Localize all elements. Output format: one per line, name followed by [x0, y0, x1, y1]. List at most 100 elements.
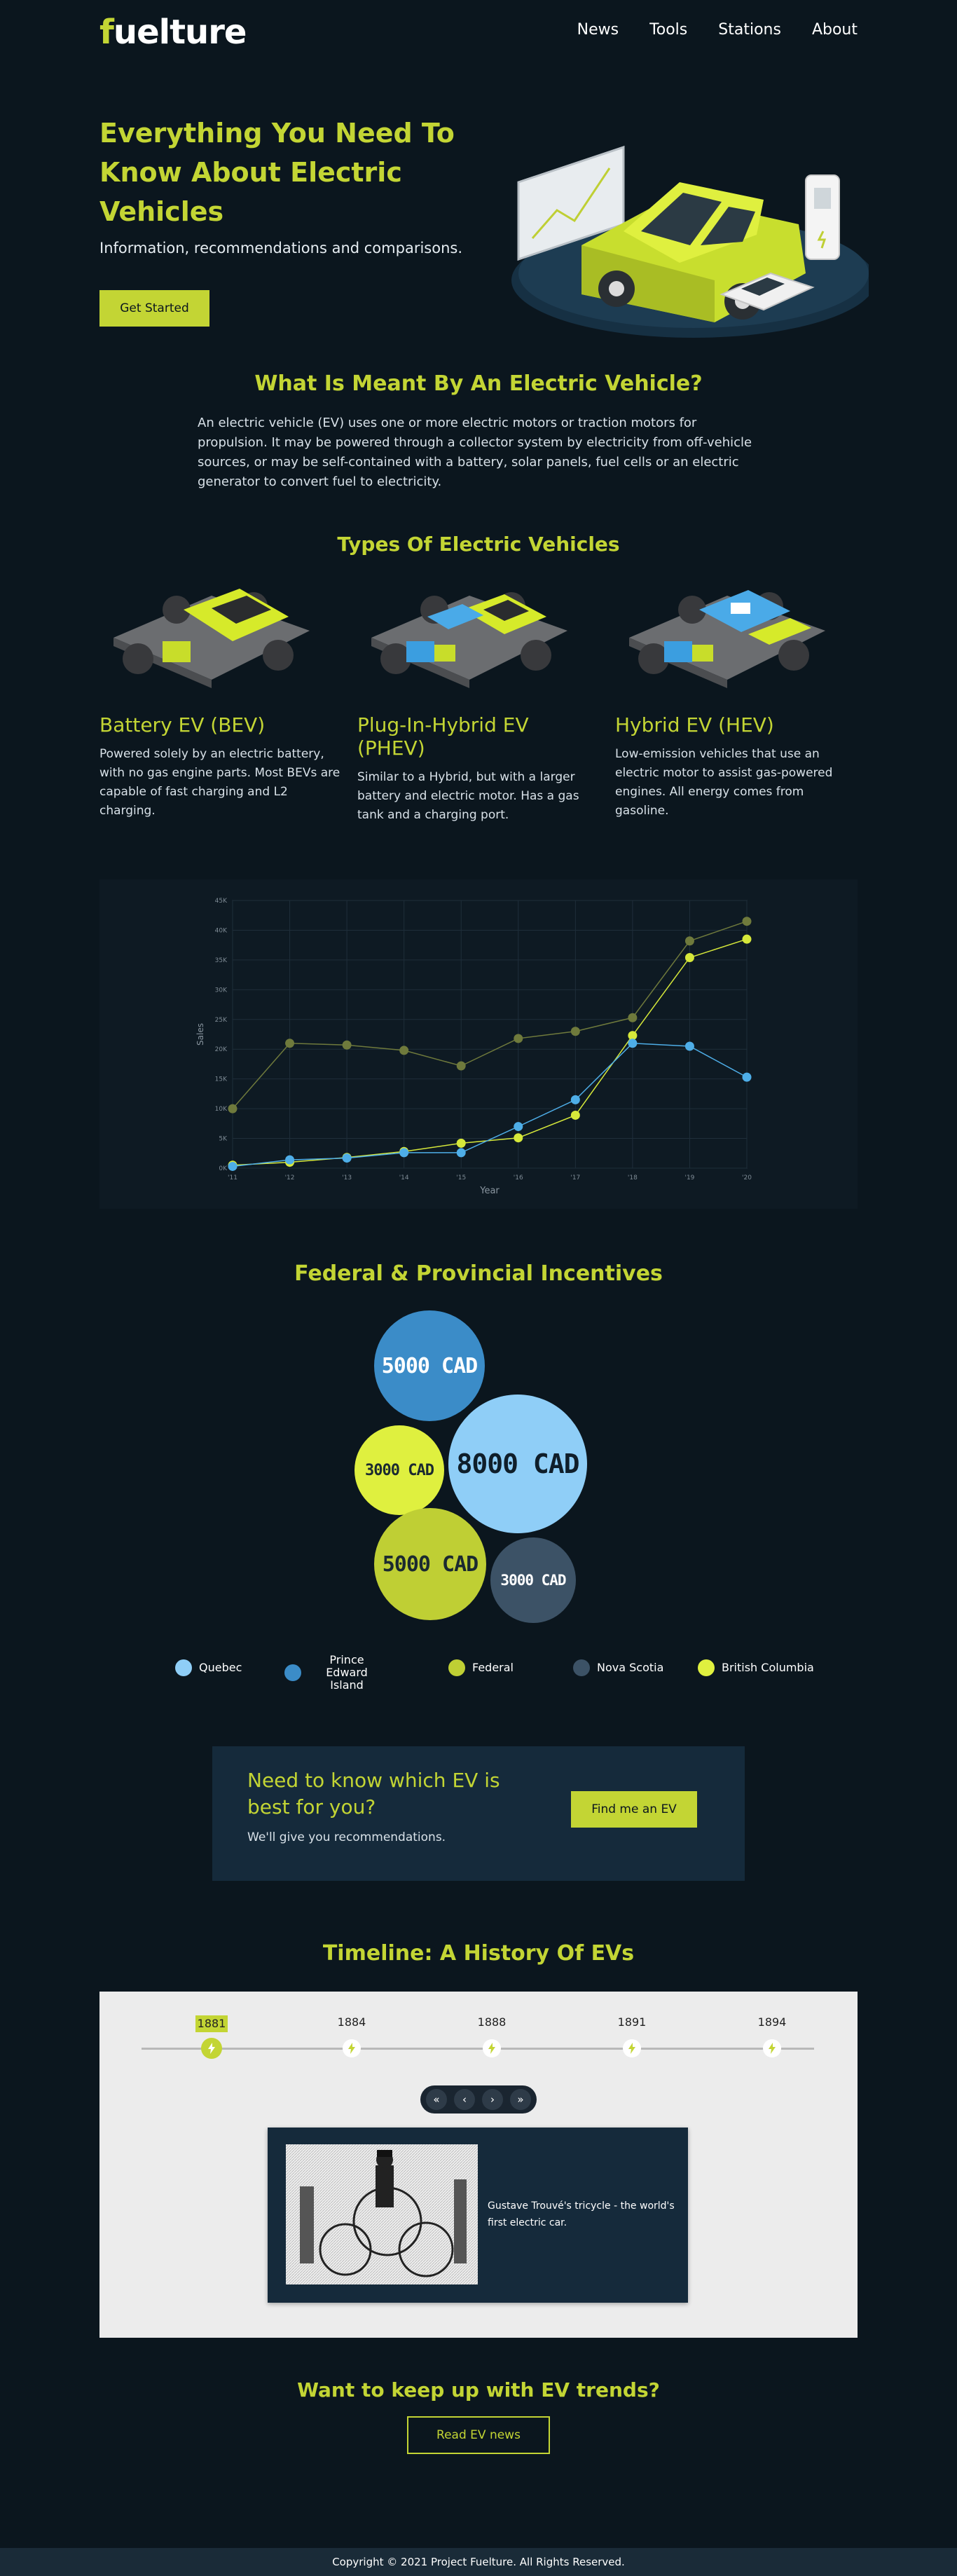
logo[interactable]: fuelture: [99, 13, 247, 52]
plot-area: [232, 900, 748, 1169]
y-tick-label: 20K: [215, 1046, 228, 1053]
site-header: fuelture News Tools Stations About: [0, 0, 957, 63]
series-point: [684, 936, 694, 946]
series-point: [628, 1039, 638, 1048]
series-point: [570, 1110, 580, 1120]
ev-type-phev: Plug-In-Hybrid EV (PHEV) Similar to a Hy…: [357, 568, 603, 825]
hero-subtitle: Information, recommendations and compari…: [99, 240, 462, 256]
timeline-node-bolt-icon[interactable]: [343, 2039, 361, 2057]
timeline-year-1891[interactable]: 1891: [617, 2015, 647, 2029]
incentive-bubble-label: 3000 CAD: [365, 1461, 434, 1479]
series-point: [285, 1155, 295, 1165]
timeline-year-1884[interactable]: 1884: [337, 2015, 366, 2029]
series-point: [285, 1039, 295, 1048]
series-point: [399, 1148, 409, 1158]
series-point: [684, 952, 694, 962]
legend-item-pei[interactable]: Prince Edward Island: [284, 1654, 385, 1692]
cta-subtitle: We'll give you recommendations.: [247, 1830, 446, 1844]
ev-type-bev-desc: Powered solely by an electric battery, w…: [99, 747, 340, 818]
incentive-bubble-label: 3000 CAD: [500, 1572, 566, 1589]
legend-item-federal[interactable]: Federal: [448, 1659, 514, 1676]
nav-stations[interactable]: Stations: [718, 21, 781, 39]
hero-section: Everything You Need To Know About Electr…: [0, 63, 957, 357]
ev-type-phev-desc: Similar to a Hybrid, but with a larger b…: [357, 770, 579, 822]
legend-item-quebec[interactable]: Quebec: [175, 1659, 242, 1676]
hero-car-illustration: [511, 145, 869, 338]
timeline-node-bolt-icon[interactable]: [623, 2039, 641, 2057]
nav-news[interactable]: News: [577, 21, 619, 39]
timeline-year-1894[interactable]: 1894: [757, 2015, 787, 2029]
series-point: [742, 1072, 752, 1082]
nav-about[interactable]: About: [811, 21, 858, 39]
x-tick-label: '17: [570, 1174, 580, 1181]
series-point: [684, 1041, 694, 1051]
y-tick-label: 0K: [219, 1165, 228, 1172]
incentives-title: Federal & Provincial Incentives: [294, 1261, 663, 1286]
series-point: [228, 1161, 237, 1171]
incentive-bubble-quebec: 8000 CAD: [448, 1395, 587, 1533]
bev-chassis-illustration: [113, 589, 310, 688]
x-tick-label: '19: [684, 1174, 694, 1181]
x-tick-label: '11: [228, 1174, 237, 1181]
ev-types-title: Types Of Electric Vehicles: [337, 533, 620, 556]
ev-type-bev-name: Battery EV (BEV): [99, 713, 266, 737]
x-tick-label: '14: [399, 1174, 409, 1181]
incentive-bubble-nova-scotia: 3000 CAD: [490, 1537, 576, 1623]
ev-type-hev-name: Hybrid EV (HEV): [615, 713, 774, 737]
what-is-ev-body: An electric vehicle (EV) uses one or mor…: [198, 416, 752, 489]
timeline-year-1881[interactable]: 1881: [195, 2015, 228, 2032]
timeline-last-button[interactable]: »: [510, 2089, 531, 2110]
series-point: [628, 1031, 638, 1041]
series-point: [514, 1122, 523, 1132]
legend-item-nova-scotia[interactable]: Nova Scotia: [573, 1659, 663, 1676]
timeline-track: [142, 2048, 814, 2050]
hev-chassis-illustration: [629, 590, 825, 688]
y-tick-label: 15K: [215, 1076, 228, 1083]
trouve-tricycle-engraving: [286, 2144, 478, 2284]
series-line-2: [232, 1042, 748, 1167]
x-tick-label: '12: [285, 1174, 295, 1181]
timeline-title: Timeline: A History Of EVs: [322, 1941, 635, 1966]
site-footer: Copyright © 2021 Project Fuelture. All R…: [0, 2548, 957, 2576]
nav-tools[interactable]: Tools: [649, 21, 688, 39]
y-tick-label: 5K: [219, 1136, 228, 1143]
hero-title: Everything You Need To Know About Electr…: [99, 118, 455, 227]
y-tick-label: 35K: [215, 957, 228, 964]
series-line-1: [232, 938, 748, 1166]
get-started-button[interactable]: Get Started: [99, 290, 209, 327]
x-tick-label: '18: [628, 1174, 638, 1181]
ev-type-hev: Hybrid EV (HEV) Low-emission vehicles th…: [615, 568, 860, 821]
timeline-event-caption: Gustave Trouvé's tricycle - the world's …: [488, 2200, 675, 2228]
what-is-ev-section: What Is Meant By An Electric Vehicle? An…: [0, 357, 957, 526]
timeline-node-bolt-icon[interactable]: [763, 2039, 781, 2057]
legend-swatch: [175, 1659, 192, 1676]
y-tick-label: 40K: [215, 927, 228, 934]
timeline-node-bolt-icon[interactable]: [201, 2038, 222, 2059]
series-point: [342, 1153, 352, 1163]
find-me-an-ev-button[interactable]: Find me an EV: [571, 1791, 697, 1828]
x-tick-label: '13: [342, 1174, 352, 1181]
x-axis-label: Year: [479, 1186, 500, 1196]
timeline-event-card: Gustave Trouvé's tricycle - the world's …: [268, 2128, 688, 2303]
cta-title: Need to know which EV is best for you?: [247, 1769, 500, 1818]
timeline-next-button[interactable]: ›: [482, 2089, 503, 2110]
series-point: [456, 1138, 466, 1148]
read-ev-news-button[interactable]: Read EV news: [407, 2416, 550, 2454]
timeline-node-bolt-icon[interactable]: [483, 2039, 501, 2057]
series-point: [228, 1104, 237, 1114]
incentive-bubble-label: 8000 CAD: [456, 1448, 579, 1479]
copyright-text: Copyright © 2021 Project Fuelture. All R…: [332, 2556, 625, 2568]
series-point: [570, 1027, 580, 1036]
legend-swatch: [573, 1659, 590, 1676]
incentive-bubble-label: 5000 CAD: [381, 1353, 478, 1378]
incentive-bubble-pei: 5000 CAD: [374, 1310, 485, 1421]
series-point: [570, 1095, 580, 1104]
timeline-panel: 1881 1884 1888 1891 1894 « ‹ › » Gustave Tro…: [99, 1992, 858, 2338]
x-tick-label: '16: [514, 1174, 523, 1181]
timeline-first-button[interactable]: «: [426, 2089, 447, 2110]
timeline-year-1888[interactable]: 1888: [477, 2015, 507, 2029]
series-point: [514, 1034, 523, 1043]
legend-item-british-columbia[interactable]: British Columbia: [698, 1659, 814, 1676]
incentive-bubble-label: 5000 CAD: [382, 1551, 478, 1577]
timeline-prev-button[interactable]: ‹: [454, 2089, 475, 2110]
